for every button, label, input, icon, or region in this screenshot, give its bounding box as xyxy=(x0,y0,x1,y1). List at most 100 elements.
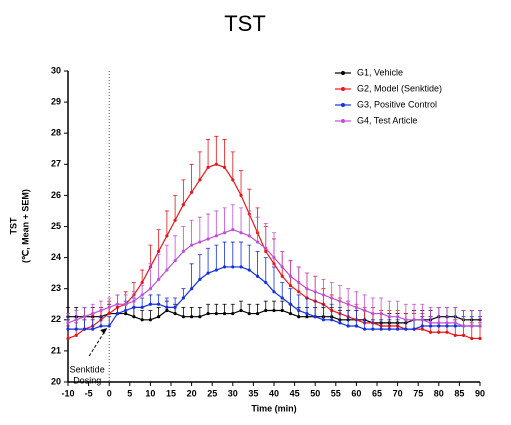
data-point xyxy=(66,336,70,341)
error-bar xyxy=(230,241,235,267)
data-point xyxy=(255,274,260,278)
data-point xyxy=(124,308,128,313)
data-point xyxy=(379,327,383,331)
error-bar xyxy=(148,244,153,267)
error-bar xyxy=(164,210,169,236)
error-bar xyxy=(214,244,219,271)
legend-label: G4, Test Article xyxy=(357,115,417,125)
error-bar xyxy=(304,297,309,314)
data-point xyxy=(231,311,235,316)
data-point xyxy=(305,315,309,319)
error-bar xyxy=(461,310,466,327)
data-point xyxy=(478,324,482,328)
y-axis-label: (℃, Mean + SEM) xyxy=(20,189,30,263)
x-tick-label: -5 xyxy=(85,388,93,398)
data-point xyxy=(206,311,210,316)
error-bar xyxy=(321,278,326,295)
x-tick-label: 80 xyxy=(434,388,444,398)
data-point xyxy=(297,290,301,294)
data-point xyxy=(280,274,284,278)
x-axis-label: Time (min) xyxy=(251,403,296,413)
data-point xyxy=(132,299,136,303)
data-point xyxy=(66,327,70,331)
annotation-text: Dosing xyxy=(73,375,101,385)
legend-marker xyxy=(341,103,345,107)
data-point xyxy=(222,165,227,170)
error-bar xyxy=(403,303,408,320)
data-point xyxy=(165,308,169,313)
data-point xyxy=(148,318,152,322)
data-point xyxy=(437,324,441,328)
data-point xyxy=(239,308,243,313)
data-point xyxy=(297,280,301,285)
error-bar xyxy=(222,207,227,233)
error-bar xyxy=(420,303,425,320)
data-point xyxy=(305,287,309,291)
data-point xyxy=(231,265,235,269)
error-bar xyxy=(230,151,235,180)
data-point xyxy=(428,321,433,325)
data-point xyxy=(428,330,433,334)
y-tick-label: 24 xyxy=(51,252,61,262)
x-tick-label: 0 xyxy=(107,388,112,398)
error-bar xyxy=(230,204,235,230)
data-point xyxy=(420,327,424,331)
data-point xyxy=(387,327,391,331)
error-bar xyxy=(263,257,268,283)
data-point xyxy=(313,315,317,319)
data-point xyxy=(222,265,227,269)
error-bar xyxy=(313,300,318,317)
data-point xyxy=(239,231,243,235)
data-point xyxy=(321,293,326,297)
data-point xyxy=(255,311,260,316)
error-bar xyxy=(329,282,334,299)
error-bar xyxy=(255,250,260,277)
data-point xyxy=(412,327,416,331)
data-point xyxy=(428,324,433,328)
data-point xyxy=(363,308,367,313)
error-bar xyxy=(214,135,219,165)
error-bar xyxy=(337,285,342,302)
x-tick-label: 50 xyxy=(310,388,320,398)
error-bar xyxy=(247,210,252,236)
error-bar xyxy=(263,222,268,249)
data-point xyxy=(330,296,334,300)
x-tick-label: 60 xyxy=(351,388,361,398)
error-bar xyxy=(189,219,194,246)
x-tick-label: 85 xyxy=(454,388,464,398)
y-tick-label: 25 xyxy=(51,221,61,231)
data-point xyxy=(379,311,383,316)
data-point xyxy=(297,315,301,319)
data-point xyxy=(198,315,202,319)
x-tick-label: 25 xyxy=(207,388,217,398)
data-point xyxy=(165,305,169,309)
data-point xyxy=(222,231,227,235)
error-bar xyxy=(247,188,252,215)
error-bar xyxy=(222,139,227,168)
error-bar xyxy=(445,306,450,323)
error-bar xyxy=(321,303,326,320)
data-point xyxy=(461,333,466,337)
data-point xyxy=(272,262,276,266)
error-bar xyxy=(354,310,359,327)
data-point xyxy=(288,311,293,316)
data-point xyxy=(82,327,87,331)
data-point xyxy=(288,302,293,306)
data-point xyxy=(157,315,161,319)
data-point xyxy=(231,178,235,182)
error-bar xyxy=(247,244,252,271)
annotation-text: Senktide xyxy=(70,364,105,374)
data-point xyxy=(371,327,375,331)
y-tick-label: 22 xyxy=(51,314,61,324)
y-axis-label: TST xyxy=(8,217,18,235)
error-bar xyxy=(362,294,367,311)
data-point xyxy=(264,280,268,285)
data-point xyxy=(371,311,375,316)
data-point xyxy=(470,336,474,341)
x-tick-label: 45 xyxy=(290,388,300,398)
data-point xyxy=(313,290,317,294)
data-point xyxy=(420,318,424,322)
data-point xyxy=(173,311,177,316)
data-point xyxy=(280,308,284,313)
error-bar xyxy=(296,266,301,283)
